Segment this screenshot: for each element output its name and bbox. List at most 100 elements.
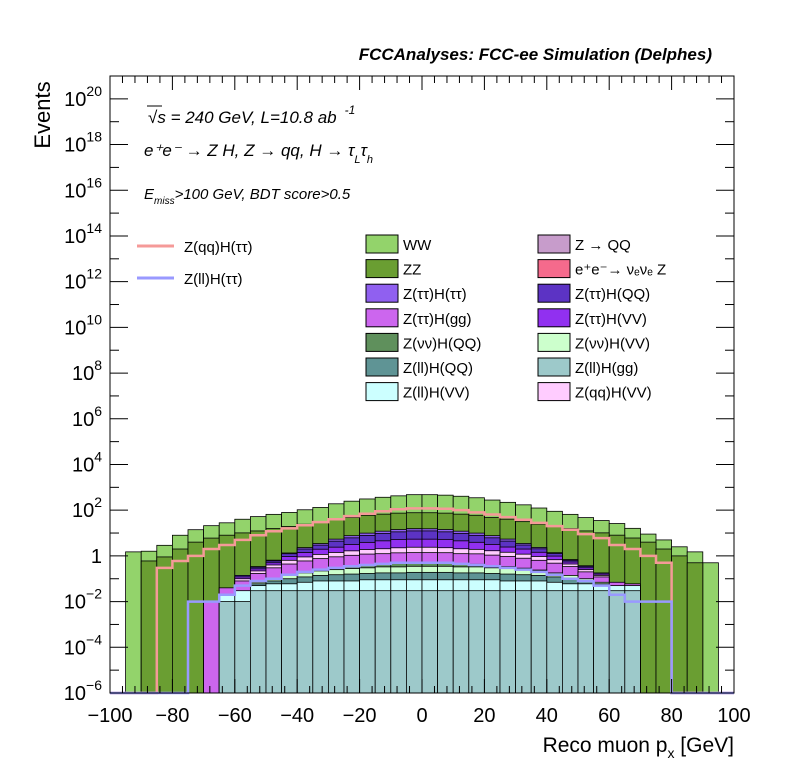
- bar-ZllHgg-31: [593, 590, 610, 694]
- x-tick-label: −20: [343, 705, 377, 727]
- tau-lepton-sub: L: [354, 154, 360, 166]
- bar-WW-38: [702, 562, 719, 694]
- emiss-sub: miss: [154, 196, 175, 207]
- y-tick-label: 1014: [64, 220, 102, 248]
- legend-label-ZqqHVV: Z(qq)H(VV): [575, 385, 652, 402]
- bar-ZllHgg-25: [499, 590, 517, 694]
- sqrt-s: √s: [148, 108, 166, 127]
- line-signal_qq: [110, 507, 734, 695]
- legend-swatch-ZnunuHQQ: [365, 332, 399, 352]
- legend-swatch-ZllHVV: [365, 382, 399, 402]
- legend-label-eeNuNuZ: e⁺e⁻→ νₑνₑ Z: [575, 262, 666, 279]
- bar-ZllHgg-32: [608, 590, 626, 694]
- x-tick-label: −40: [280, 705, 314, 727]
- tau-symbol: τ: [361, 141, 369, 160]
- legend-label-ZnunuHVV: Z(νν)H(VV): [575, 335, 650, 352]
- legend-swatch-ZllHgg: [537, 357, 571, 377]
- legend-label-ZllHVV: Z(ll)H(VV): [403, 385, 470, 402]
- x-axis-title: Reco muon px [GeV]: [543, 734, 734, 761]
- y-tick-label: 10−6: [64, 677, 102, 705]
- legend-label-ZZ: ZZ: [403, 262, 421, 279]
- x-axis-ticks: −100 −80 −60 −40 −20 0 20 40 60 80 100: [87, 76, 751, 727]
- y-tick-label: 1020: [64, 83, 102, 111]
- bar-ZllHgg-24: [483, 590, 501, 694]
- legend-label-WW: WW: [403, 237, 432, 254]
- legend-swatch-ZtautauHVV: [537, 308, 571, 328]
- legend-swatch-ZnunuHVV: [537, 332, 571, 352]
- x-tick-label: −80: [155, 705, 189, 727]
- bar-ZllHgg-26: [515, 590, 532, 694]
- bar-ZllHgg-29: [562, 590, 579, 694]
- x-tick-label: 60: [598, 705, 620, 727]
- bar-ZZ-37: [686, 562, 704, 694]
- bar-ZllHgg-8: [234, 601, 251, 694]
- x-tick-label: −100: [87, 705, 132, 727]
- bar-ZllHgg-21: [437, 590, 454, 694]
- x-tick-label: 20: [473, 705, 495, 727]
- y-tick-label: 1018: [64, 129, 102, 157]
- bar-ZllHgg-28: [546, 590, 563, 694]
- x-axis-title-text: Reco muon p: [543, 734, 668, 757]
- bar-ZllHgg-15: [343, 590, 361, 694]
- lumi-exponent: -1: [345, 103, 356, 117]
- bar-ZZ-35: [655, 548, 673, 694]
- y-tick-label: 102: [72, 494, 102, 522]
- tau-hadron-sub: h: [367, 154, 373, 166]
- y-tick-label: 104: [72, 448, 102, 476]
- bar-ZZ-2: [140, 560, 158, 694]
- process-text: e⁺e⁻ → Z H, Z → qq, H → τ: [144, 141, 356, 160]
- bar-ZllHgg-16: [359, 590, 376, 694]
- signal-legend: Z(qq)H(ττ) Z(ll)H(ττ): [137, 239, 253, 288]
- y-tick-label: 10−2: [64, 586, 102, 614]
- x-axis-title-sub: x: [667, 745, 674, 761]
- bar-ZllHgg-23: [468, 590, 485, 694]
- legend-label-ZtautauHVV: Z(ττ)H(VV): [575, 311, 647, 328]
- stack-ZllHgg: [218, 590, 641, 694]
- legend-swatch-ZtautauHgg: [365, 308, 399, 328]
- energy-lumi-label: √s = 240 GeV, L=10.8 ab -1: [148, 103, 355, 127]
- legend-label-ZllHQQ: Z(ll)H(QQ): [403, 360, 473, 377]
- y-tick-label: 108: [72, 357, 102, 385]
- y-tick-label: 1010: [64, 311, 102, 339]
- energy-lumi-text: = 240 GeV, L=10.8 ab: [166, 108, 337, 127]
- bar-WW-1: [125, 551, 142, 694]
- legend-swatch-ZqqHVV: [537, 382, 571, 402]
- legend-label-ZtautauHtautau: Z(ττ)H(ττ): [403, 286, 467, 303]
- legend-label-ZtautauHgg: Z(ττ)H(gg): [403, 311, 472, 328]
- legend-label-ZllHgg: Z(ll)H(gg): [575, 360, 638, 377]
- line-signal_ll: [110, 561, 734, 695]
- legend-label-ZnunuHQQ: Z(νν)H(QQ): [403, 335, 481, 352]
- stacked-bars: [125, 494, 719, 694]
- bar-ZllHgg-27: [530, 590, 548, 694]
- legend-label-ZtautauHQQ: Z(ττ)H(QQ): [575, 286, 650, 303]
- bar-ZllHgg-20: [421, 590, 439, 694]
- y-axis-title: Events: [30, 81, 55, 148]
- x-axis-title-unit: [GeV]: [674, 734, 734, 757]
- bar-ZllHgg-18: [390, 590, 407, 694]
- bar-ZZ-36: [671, 555, 688, 694]
- x-tick-label: 0: [416, 705, 427, 727]
- x-tick-label: 100: [717, 705, 750, 727]
- bar-ZllHgg-7: [218, 601, 236, 694]
- legend-swatch-eeNuNuZ: [537, 259, 571, 279]
- selection-label: Emiss>100 GeV, BDT score>0.5: [144, 186, 351, 207]
- y-tick-label: 1: [91, 546, 102, 568]
- legend-swatch-ZtautauHQQ: [537, 283, 571, 303]
- legend-swatch-ZllHQQ: [365, 357, 399, 377]
- bar-ZZ-4: [171, 548, 189, 694]
- y-axis-ticks: 10−6 10−4 10−2 1 102 104 106 108 1010 1012 1014 101…: [64, 83, 734, 705]
- legend-label-Z_QQ: Z → QQ: [575, 237, 631, 254]
- bar-ZllHgg-10: [265, 590, 283, 694]
- y-tick-label: 106: [72, 403, 102, 431]
- bar-ZllHgg-13: [312, 590, 329, 694]
- bar-ZZ-5: [187, 541, 204, 694]
- x-tick-label: 80: [660, 705, 682, 727]
- bar-ZllHgg-19: [405, 590, 423, 694]
- y-tick-label: 10−4: [64, 631, 102, 659]
- legend-label-signal_ll: Z(ll)H(ττ): [184, 271, 243, 288]
- bar-ZllHgg-12: [296, 590, 314, 694]
- bar-ZllHgg-22: [452, 590, 470, 694]
- emiss-e: E: [144, 186, 155, 203]
- bar-ZllHgg-14: [327, 590, 345, 694]
